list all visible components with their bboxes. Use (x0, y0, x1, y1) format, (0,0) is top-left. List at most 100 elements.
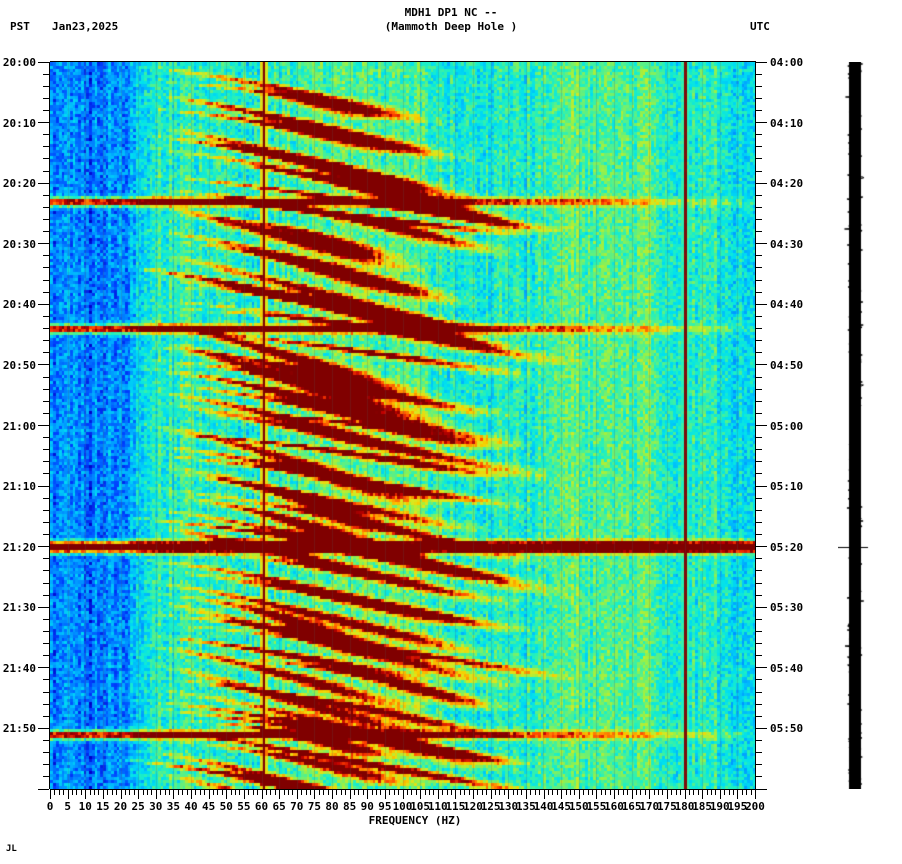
time-tick-right (756, 619, 762, 620)
frequency-label: 65 (272, 800, 286, 813)
time-tick-right (756, 425, 767, 426)
frequency-label: 115 (445, 800, 466, 813)
time-tick-left (38, 425, 49, 426)
frequency-tick (310, 790, 311, 795)
frequency-tick (755, 790, 756, 799)
spectrogram-canvas (50, 62, 755, 789)
frequency-tick (328, 790, 329, 795)
time-label-right: 05:50 (770, 722, 804, 736)
time-tick-right (756, 219, 762, 220)
frequency-tick (649, 790, 650, 799)
time-tick-right (756, 752, 762, 753)
frequency-tick (662, 790, 663, 795)
frequency-label: 165 (621, 800, 642, 813)
frequency-tick (517, 790, 518, 795)
frequency-tick (530, 790, 531, 795)
time-tick-left (43, 619, 49, 620)
time-tick-left (38, 304, 49, 305)
time-tick-right (756, 207, 762, 208)
time-tick-right (756, 679, 762, 680)
frequency-label: 175 (656, 800, 677, 813)
frequency-tick (486, 790, 487, 795)
frequency-tick (262, 790, 263, 799)
time-tick-right (756, 316, 762, 317)
time-label-left: 21:50 (2, 722, 36, 736)
frequency-tick (178, 790, 179, 795)
frequency-label: 25 (131, 800, 145, 813)
time-tick-left (43, 437, 49, 438)
frequency-label: 160 (604, 800, 624, 813)
time-tick-right (756, 558, 762, 559)
frequency-tick (116, 790, 117, 795)
frequency-label: 195 (727, 800, 748, 813)
time-tick-left (43, 740, 49, 741)
frequency-tick (433, 790, 434, 795)
frequency-tick (239, 790, 240, 795)
frequency-label: 0 (46, 800, 54, 813)
frequency-tick (173, 790, 174, 799)
frequency-label: 5 (64, 800, 71, 813)
time-tick-right (756, 377, 762, 378)
time-tick-right (756, 195, 762, 196)
frequency-tick (222, 790, 223, 795)
time-tick-left (43, 158, 49, 159)
time-tick-left (43, 461, 49, 462)
frequency-tick (376, 790, 377, 795)
time-tick-left (43, 280, 49, 281)
time-tick-left (43, 401, 49, 402)
frequency-tick (535, 790, 536, 795)
frequency-tick (715, 790, 716, 795)
frequency-tick (169, 790, 170, 795)
time-label-right: 05:20 (770, 540, 804, 554)
frequency-tick (354, 790, 355, 795)
time-tick-right (756, 583, 762, 584)
frequency-label: 125 (480, 800, 501, 813)
time-tick-right (756, 740, 762, 741)
time-label-left: 20:50 (2, 358, 36, 372)
frequency-tick (98, 790, 99, 795)
frequency-label: 85 (343, 800, 357, 813)
frequency-tick (394, 790, 395, 795)
frequency-tick (235, 790, 236, 795)
frequency-tick (403, 790, 404, 799)
time-tick-left (43, 752, 49, 753)
frequency-label: 20 (113, 800, 128, 813)
frequency-label: 60 (254, 800, 269, 813)
frequency-tick (50, 790, 51, 799)
frequency-tick (566, 790, 567, 795)
time-tick-right (756, 401, 762, 402)
time-tick-right (756, 522, 762, 523)
frequency-tick (76, 790, 77, 795)
frequency-tick (460, 790, 461, 795)
frequency-axis-title: FREQUENCY (HZ) (368, 814, 462, 827)
time-tick-left (43, 195, 49, 196)
frequency-tick (495, 790, 496, 795)
frequency-tick (54, 790, 55, 795)
frequency-label: 190 (709, 800, 730, 813)
time-tick-left (43, 134, 49, 135)
time-tick-right (756, 498, 762, 499)
frequency-tick (85, 790, 86, 799)
time-tick-right (756, 171, 762, 172)
frequency-tick (134, 790, 135, 795)
frequency-tick (610, 790, 611, 795)
spectrogram-plot[interactable] (50, 62, 755, 789)
frequency-tick (711, 790, 712, 795)
frequency-tick (129, 790, 130, 795)
frequency-tick (632, 790, 633, 799)
time-tick-left (43, 631, 49, 632)
time-tick-right (756, 510, 762, 511)
frequency-tick (398, 790, 399, 795)
time-tick-left (43, 716, 49, 717)
frequency-tick (367, 790, 368, 799)
frequency-tick (182, 790, 183, 795)
frequency-tick (425, 790, 426, 795)
time-label-right: 04:50 (770, 358, 804, 372)
time-tick-right (756, 158, 762, 159)
frequency-tick (737, 790, 738, 799)
frequency-tick (213, 790, 214, 795)
frequency-label: 15 (96, 800, 110, 813)
frequency-tick (301, 790, 302, 795)
time-tick-right (756, 704, 762, 705)
frequency-tick (248, 790, 249, 795)
